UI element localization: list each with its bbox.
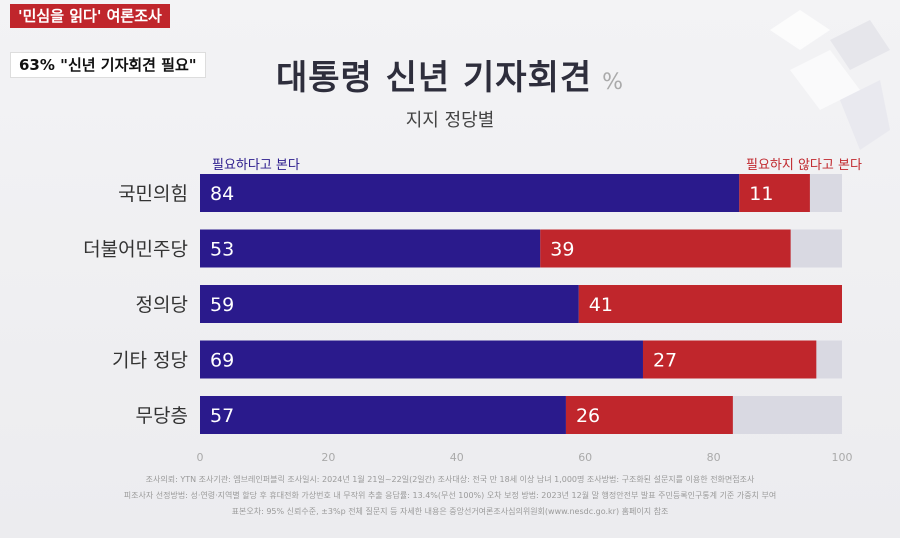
bar-not-needed <box>642 340 817 379</box>
chart-title: 대통령 신년 기자회견% <box>0 50 900 99</box>
legend-not-needed: 필요하지 않다고 본다 <box>746 158 862 173</box>
legend-needed: 필요하다고 본다 <box>212 158 300 173</box>
bar-needed <box>200 174 740 212</box>
bar-needed <box>200 340 643 379</box>
data-label: 39 <box>550 239 574 261</box>
bar-needed <box>200 285 579 323</box>
category-label: 기타 정당 <box>112 350 188 372</box>
data-label: 27 <box>653 350 677 372</box>
bar-not-needed <box>540 229 791 268</box>
data-label: 84 <box>210 183 234 205</box>
category-label: 국민의힘 <box>118 183 188 205</box>
footer-line-1: 조사의뢰: YTN 조사기관: 엠브레인퍼블릭 조사일시: 2024년 1월 2… <box>145 475 755 484</box>
x-tick-label: 0 <box>197 451 204 464</box>
data-label: 53 <box>210 239 234 261</box>
x-tick-label: 100 <box>832 451 853 464</box>
chart-title-text: 대통령 신년 기자회견 <box>275 58 593 98</box>
headline: 63% "신년 기자회견 필요" <box>10 52 206 78</box>
data-label: 69 <box>210 350 234 372</box>
program-tag: '민심을 읽다' 여론조사 <box>10 4 170 28</box>
category-label: 정의당 <box>136 294 188 316</box>
data-label: 11 <box>749 183 773 205</box>
category-label: 무당층 <box>136 405 188 427</box>
x-tick-label: 40 <box>450 451 464 464</box>
bar-not-needed <box>565 396 733 434</box>
decorative-shapes <box>770 10 890 150</box>
data-label: 26 <box>576 405 600 427</box>
category-label: 더불어민주당 <box>83 239 188 261</box>
x-tick-label: 80 <box>707 451 721 464</box>
bar-needed <box>200 396 566 434</box>
footer-line-3: 표본오차: 95% 신뢰수준, ±3%p 전체 질문지 등 자세한 내용은 중앙… <box>231 507 669 516</box>
footer-line-2: 피조사자 선정방법: 성·연령·지역별 할당 후 휴대전화 가상번호 내 무작위… <box>123 491 777 500</box>
chart-unit: % <box>602 70 625 95</box>
data-label: 41 <box>589 294 613 316</box>
bar-not-needed <box>739 174 810 212</box>
x-tick-label: 20 <box>321 451 335 464</box>
data-label: 59 <box>210 294 234 316</box>
bar-needed <box>200 229 541 268</box>
bar-not-needed <box>578 285 842 323</box>
x-tick-label: 60 <box>578 451 592 464</box>
data-label: 57 <box>210 405 234 427</box>
chart-subtitle: 지지 정당별 <box>405 110 495 131</box>
